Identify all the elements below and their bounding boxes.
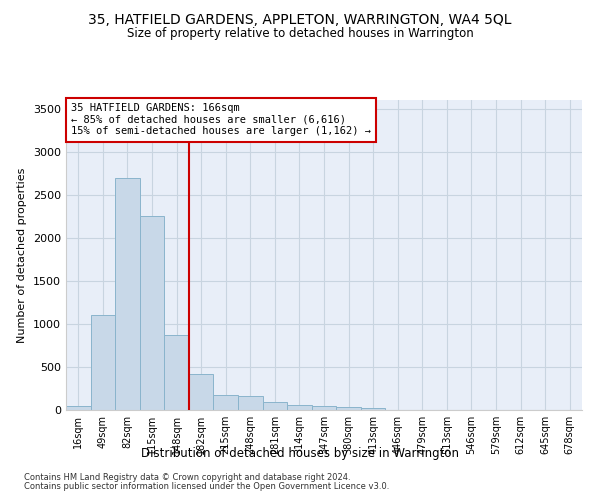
Bar — [214, 396, 238, 410]
Text: Size of property relative to detached houses in Warrington: Size of property relative to detached ho… — [127, 28, 473, 40]
Text: Contains HM Land Registry data © Crown copyright and database right 2024.: Contains HM Land Registry data © Crown c… — [24, 473, 350, 482]
Bar — [164, 335, 189, 410]
Text: Contains public sector information licensed under the Open Government Licence v3: Contains public sector information licen… — [24, 482, 389, 491]
Bar — [189, 374, 214, 410]
Bar — [238, 396, 263, 410]
Y-axis label: Number of detached properties: Number of detached properties — [17, 168, 28, 342]
Text: Distribution of detached houses by size in Warrington: Distribution of detached houses by size … — [141, 448, 459, 460]
Bar — [336, 408, 361, 410]
Bar — [312, 406, 336, 410]
Text: 35 HATFIELD GARDENS: 166sqm
← 85% of detached houses are smaller (6,616)
15% of : 35 HATFIELD GARDENS: 166sqm ← 85% of det… — [71, 103, 371, 136]
Bar — [361, 408, 385, 410]
Bar — [66, 406, 91, 410]
Bar — [140, 216, 164, 410]
Bar — [91, 316, 115, 410]
Bar — [287, 405, 312, 410]
Bar — [263, 402, 287, 410]
Bar — [115, 178, 140, 410]
Text: 35, HATFIELD GARDENS, APPLETON, WARRINGTON, WA4 5QL: 35, HATFIELD GARDENS, APPLETON, WARRINGT… — [88, 12, 512, 26]
